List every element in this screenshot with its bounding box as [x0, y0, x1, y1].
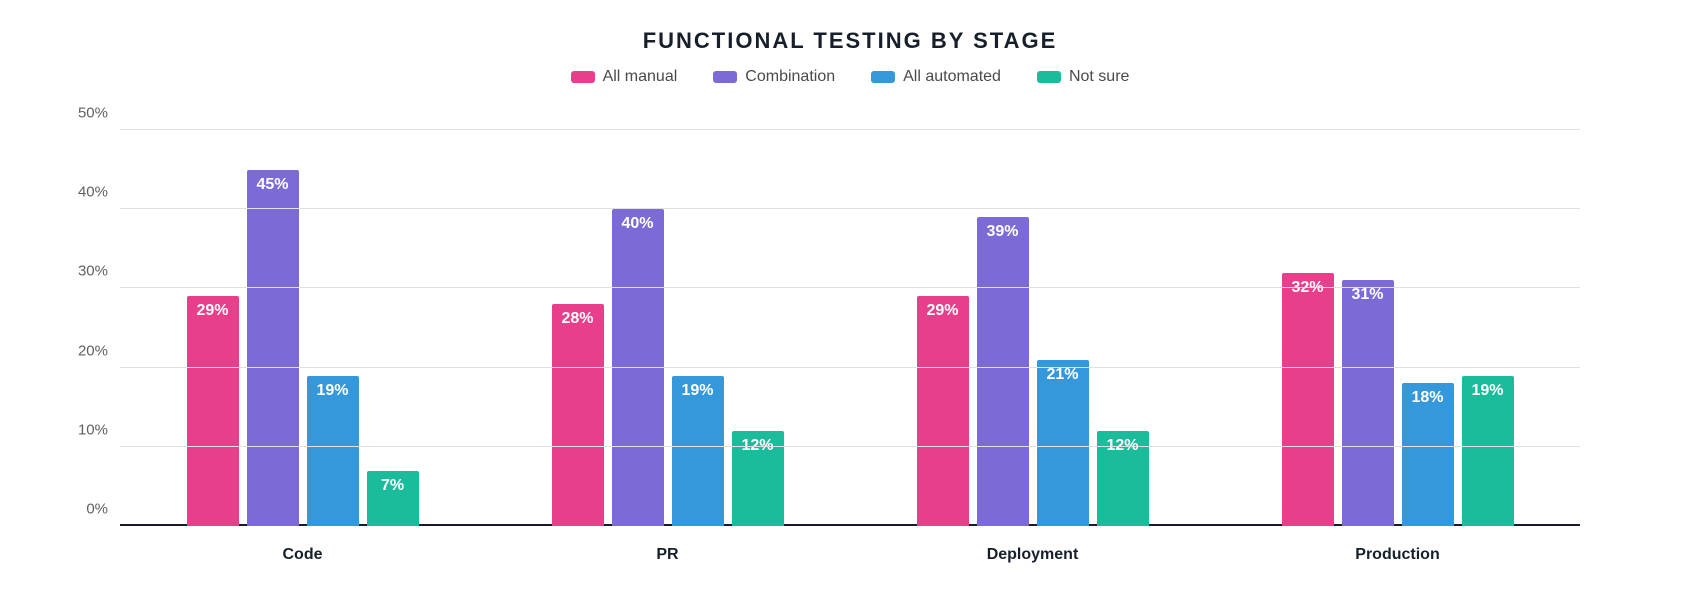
legend-swatch	[571, 71, 595, 83]
bar-value-label: 31%	[1351, 286, 1383, 304]
bar: 32%	[1282, 273, 1334, 526]
y-tick-label: 0%	[86, 501, 120, 518]
legend-swatch	[871, 71, 895, 83]
y-tick-label: 20%	[78, 342, 120, 359]
bar: 29%	[187, 296, 239, 526]
grid-line	[120, 287, 1580, 288]
x-axis-label: Deployment	[850, 546, 1215, 564]
legend-item: All automated	[871, 68, 1001, 86]
bar: 45%	[247, 170, 299, 526]
y-tick-label: 10%	[78, 421, 120, 438]
bar-value-label: 19%	[681, 382, 713, 400]
bar: 19%	[1462, 376, 1514, 526]
y-tick-label: 40%	[78, 184, 120, 201]
legend-item: Not sure	[1037, 68, 1129, 86]
bar: 28%	[552, 304, 604, 526]
bar: 31%	[1342, 280, 1394, 526]
grid-line	[120, 129, 1580, 130]
grid-line	[120, 446, 1580, 447]
bar-group: 29% 45% 19% 7%	[120, 130, 485, 526]
grid-line	[120, 208, 1580, 209]
legend-label: Combination	[745, 68, 835, 86]
bar-value-label: 28%	[561, 310, 593, 328]
bar-value-label: 18%	[1411, 389, 1443, 407]
bar: 29%	[917, 296, 969, 526]
bar-value-label: 29%	[196, 302, 228, 320]
bar: 39%	[977, 217, 1029, 526]
bar-group: 28%40%19%12%	[485, 130, 850, 526]
bar-value-label: 29%	[926, 302, 958, 320]
bar-value-label: 21%	[1046, 366, 1078, 384]
grid-line	[120, 367, 1580, 368]
plot-area: 29%45%19%7%28%40%19%12%29%39%21%12%32%31…	[120, 130, 1580, 526]
x-axis-labels: CodePRDeploymentProduction	[120, 546, 1580, 564]
y-tick-label: 50%	[78, 105, 120, 122]
chart-container: FUNCTIONAL TESTING BY STAGE All manual Co…	[0, 0, 1700, 596]
bar-groups: 29%45%19%7%28%40%19%12%29%39%21%12%32%31…	[120, 130, 1580, 526]
bar-value-label: 19%	[1471, 382, 1503, 400]
x-axis-label: PR	[485, 546, 850, 564]
bar-value-label: 40%	[621, 215, 653, 233]
bar: 18%	[1402, 383, 1454, 526]
x-axis-label: Production	[1215, 546, 1580, 564]
bar: 21%	[1037, 360, 1089, 526]
legend-swatch	[1037, 71, 1061, 83]
bar-value-label: 7%	[381, 477, 404, 495]
bar: 19%	[672, 376, 724, 526]
legend-item: Combination	[713, 68, 835, 86]
bar: 7%	[367, 471, 419, 526]
chart-title: FUNCTIONAL TESTING BY STAGE	[0, 28, 1700, 54]
bar-group: 29%39%21%12%	[850, 130, 1215, 526]
bar: 19%	[307, 376, 359, 526]
legend-item: All manual	[571, 68, 678, 86]
y-tick-label: 30%	[78, 263, 120, 280]
x-axis-label: Code	[120, 546, 485, 564]
bar-value-label: 45%	[256, 176, 288, 194]
legend-label: All manual	[603, 68, 678, 86]
bar-value-label: 39%	[986, 223, 1018, 241]
legend-label: Not sure	[1069, 68, 1129, 86]
chart-legend: All manual Combination All automated Not su…	[0, 68, 1700, 86]
bar-group: 32% 31% 18% 19%	[1215, 130, 1580, 526]
legend-swatch	[713, 71, 737, 83]
legend-label: All automated	[903, 68, 1001, 86]
bar-value-label: 19%	[316, 382, 348, 400]
